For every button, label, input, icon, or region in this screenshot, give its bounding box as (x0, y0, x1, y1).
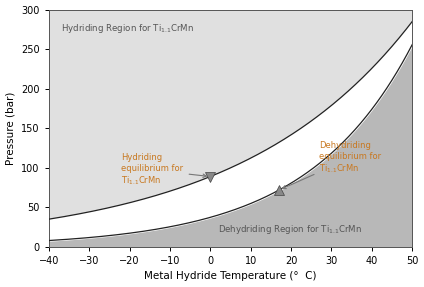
Text: Hydriding
equilibrium for
Ti$_{1.1}$CrMn: Hydriding equilibrium for Ti$_{1.1}$CrMn (121, 153, 206, 187)
X-axis label: Metal Hydride Temperature (°  C): Metal Hydride Temperature (° C) (144, 272, 317, 282)
Text: Dehydriding Region for Ti$_{1.1}$CrMn: Dehydriding Region for Ti$_{1.1}$CrMn (218, 223, 363, 236)
Text: Dehydriding
equilibrium for
Ti$_{1.1}$CrMn: Dehydriding equilibrium for Ti$_{1.1}$Cr… (283, 141, 382, 189)
Y-axis label: Pressure (bar): Pressure (bar) (6, 92, 16, 165)
Text: Hydriding Region for Ti$_{1.1}$CrMn: Hydriding Region for Ti$_{1.1}$CrMn (61, 22, 194, 35)
